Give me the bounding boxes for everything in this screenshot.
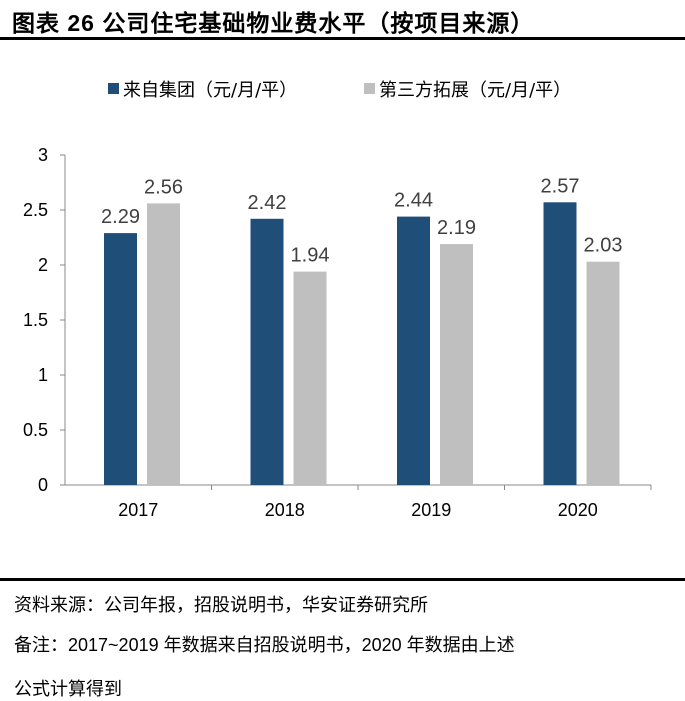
data-label: 2.42 (248, 192, 287, 214)
data-label: 2.19 (437, 217, 476, 239)
y-tick-label: 0.5 (23, 420, 48, 440)
y-tick-label: 1.5 (23, 310, 48, 330)
y-tick-label: 2 (38, 255, 48, 275)
data-label: 1.94 (291, 245, 330, 267)
legend-swatch (108, 83, 119, 94)
data-label: 2.57 (541, 175, 580, 197)
bar-2020-third-party (586, 261, 620, 485)
bar-2018-third-party (293, 271, 327, 485)
y-tick-label: 3 (38, 145, 48, 165)
bar-2020-group (543, 202, 577, 486)
x-tick-label: 2018 (265, 500, 305, 520)
data-label: 2.03 (584, 235, 623, 257)
data-label: 2.29 (101, 206, 140, 228)
bar-2017-group (104, 233, 137, 485)
bar-2018-group (250, 218, 284, 486)
legend-label: 第三方拓展（元/月/平） (379, 80, 571, 101)
legend-swatch (364, 83, 375, 94)
x-tick-label: 2017 (118, 500, 158, 520)
legend-label: 来自集团（元/月/平） (123, 80, 297, 101)
data-label: 2.44 (394, 190, 433, 212)
source-note: 资料来源：公司年报，招股说明书，华安证券研究所 (14, 595, 428, 615)
x-tick-label: 2020 (558, 500, 598, 520)
bar-chart: 0 0.5 1 1.5 2 2.5 3 2017 2.292.56 2018 2.42 1.94 201… (23, 80, 652, 520)
y-tick-label: 0 (38, 475, 48, 495)
y-tick-label: 2.5 (23, 200, 48, 220)
figure-title: 图表 26 公司住宅基础物业费水平（按项目来源） (12, 10, 535, 36)
bar-2017-third-party (147, 203, 180, 485)
data-label: 2.56 (144, 176, 183, 198)
remark-note: 备注：2017~2019 年数据来自招股说明书，2020 年数据由上述 (14, 635, 515, 655)
bottom-rule (0, 578, 685, 581)
y-tick-label: 1 (38, 365, 48, 385)
top-rule (0, 37, 685, 40)
remark-note-cont: 公式计算得到 (14, 679, 122, 699)
x-tick-label: 2019 (411, 500, 451, 520)
bar-2019-group (397, 216, 430, 485)
bar-2019-third-party (440, 244, 473, 485)
